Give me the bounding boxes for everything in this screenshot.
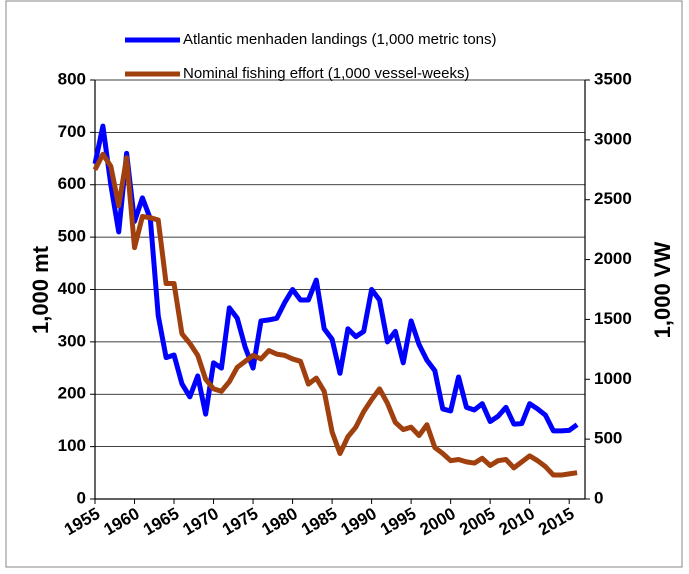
legend-label: Atlantic menhaden landings (1,000 metric… — [183, 31, 497, 48]
y2-tick-label: 0 — [594, 488, 603, 507]
y2-tick-label: 1500 — [594, 309, 632, 328]
y-tick-label: 200 — [58, 384, 86, 403]
frame — [5, 0, 683, 568]
y-tick-label: 700 — [58, 122, 86, 141]
y-tick-label: 300 — [58, 331, 86, 350]
y-tick-label: 100 — [58, 436, 86, 455]
x-tick-label: 1990 — [338, 504, 380, 539]
x-tick-label: 1965 — [140, 504, 182, 539]
y2-tick-label: 1000 — [594, 369, 632, 388]
series-line — [92, 151, 578, 478]
x-tick-label: 1970 — [180, 504, 222, 539]
y-axis-title: 1,000 mt — [28, 245, 53, 334]
x-tick-label: 1980 — [259, 504, 301, 539]
x-tick-label: 2010 — [496, 504, 538, 539]
x-tick-label: 2005 — [456, 504, 498, 539]
x-tick-label: 2015 — [535, 504, 577, 539]
series-line — [92, 123, 579, 434]
x-tick-label: 1985 — [298, 504, 340, 539]
y2-tick-label: 2000 — [594, 249, 632, 268]
y2-tick-label: 3000 — [594, 129, 632, 148]
y2-tick-label: 2500 — [594, 189, 632, 208]
y-tick-label: 800 — [58, 69, 86, 88]
y2-tick-label: 500 — [594, 429, 622, 448]
x-tick-label: 1975 — [219, 504, 261, 539]
x-tick-label: 1955 — [61, 504, 103, 539]
y-tick-label: 400 — [58, 279, 86, 298]
y2-tick-label: 3500 — [594, 69, 632, 88]
y2-axis-title: 1,000 VW — [650, 241, 675, 338]
x-tick-label: 2000 — [417, 504, 459, 539]
y-tick-label: 0 — [77, 488, 86, 507]
legend-label: Nominal fishing effort (1,000 vessel-wee… — [183, 65, 470, 82]
y-tick-label: 600 — [58, 174, 86, 193]
x-tick-label: 1995 — [377, 504, 419, 539]
y-tick-label: 500 — [58, 227, 86, 246]
x-tick-label: 1960 — [100, 504, 142, 539]
